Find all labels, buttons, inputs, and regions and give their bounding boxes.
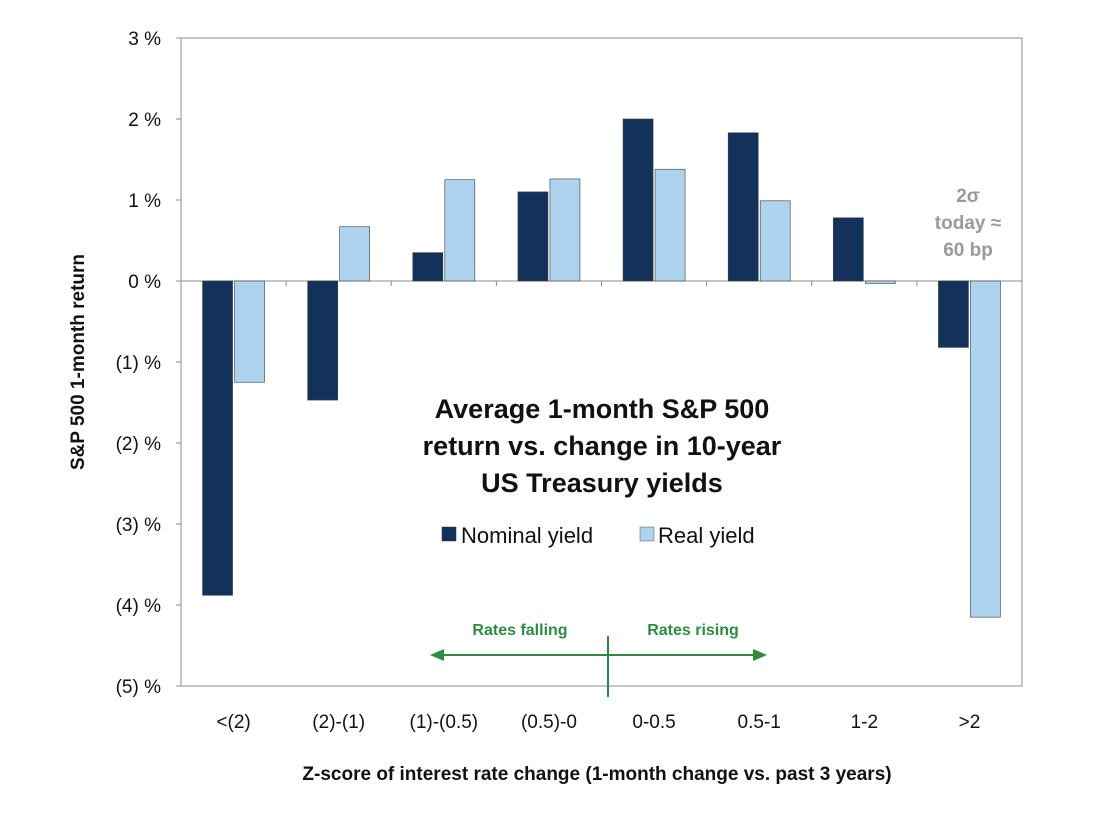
chart-title-line-2: return vs. change in 10-year <box>423 431 782 461</box>
bars-group <box>202 118 1001 618</box>
bar-real-7 <box>970 280 1001 618</box>
legend: Nominal yield Real yield <box>441 523 755 548</box>
arrow-right-icon <box>753 649 767 661</box>
y-tick-label: 3 % <box>128 29 161 50</box>
x-category-label: (0.5)-0 <box>521 712 577 733</box>
bar-nominal-6 <box>833 217 864 282</box>
legend-swatch-nominal <box>441 526 457 542</box>
y-tick-label: (5) % <box>116 677 162 698</box>
x-category-label: >2 <box>959 712 981 733</box>
x-category-label: 0.5-1 <box>738 712 781 733</box>
y-tick-label: (4) % <box>116 596 162 617</box>
legend-label-nominal: Nominal yield <box>461 523 593 548</box>
bar-real-0 <box>234 280 265 383</box>
legend-swatch-real <box>639 526 655 542</box>
bar-nominal-2 <box>412 252 444 282</box>
y-tick-label: 1 % <box>128 191 161 212</box>
plot-area-border <box>180 37 1023 687</box>
sigma-annotation: 2σ today ≈ 60 bp <box>935 186 1002 261</box>
x-axis-title: Z-score of interest rate change (1-month… <box>302 764 891 785</box>
y-tick-label: (2) % <box>116 434 162 455</box>
bar-real-2 <box>444 179 476 282</box>
bar-real-5 <box>759 200 791 282</box>
x-category-label: 1-2 <box>851 712 878 733</box>
y-axis-title: S&P 500 1-month return <box>68 254 89 470</box>
rates-rising-label: Rates rising <box>647 622 739 639</box>
x-category-label: (1)-(0.5) <box>410 712 479 733</box>
rates-annotation: Rates falling Rates rising <box>430 622 767 697</box>
bar-nominal-4 <box>622 118 654 282</box>
y-tick-group: 3 % 2 % 1 % 0 % (1) % (2) % (3) % (4) % (5) % <box>116 29 181 698</box>
bar-real-6 <box>865 280 896 284</box>
bar-nominal-7 <box>938 280 969 348</box>
bar-real-1 <box>339 226 370 282</box>
y-tick-label: (1) % <box>116 353 162 374</box>
bar-real-3 <box>549 178 581 282</box>
x-category-group: <(2) (2)-(1) (1)-(0.5) (0.5)-0 0-0.5 0.5-1 1-2… <box>216 281 980 733</box>
bar-real-4 <box>654 168 686 282</box>
x-category-label: 0-0.5 <box>632 712 675 733</box>
legend-label-real: Real yield <box>658 523 755 548</box>
arrow-left-icon <box>430 649 444 661</box>
sigma-line-3: 60 bp <box>943 240 993 261</box>
y-tick-label: 0 % <box>128 272 161 293</box>
bar-nominal-5 <box>727 132 759 282</box>
y-tick-label: 2 % <box>128 110 161 131</box>
bar-nominal-1 <box>307 280 338 401</box>
rates-falling-label: Rates falling <box>472 622 567 639</box>
x-category-label: (2)-(1) <box>312 712 365 733</box>
y-tick-label: (3) % <box>116 515 162 536</box>
chart-title-line-1: Average 1-month S&P 500 <box>435 394 770 424</box>
sigma-line-1: 2σ <box>956 186 980 207</box>
sigma-line-2: today ≈ <box>935 213 1002 234</box>
bar-nominal-0 <box>202 280 233 596</box>
chart-title-line-3: US Treasury yields <box>481 468 723 498</box>
bar-nominal-3 <box>517 191 549 282</box>
x-category-label: <(2) <box>216 712 250 733</box>
